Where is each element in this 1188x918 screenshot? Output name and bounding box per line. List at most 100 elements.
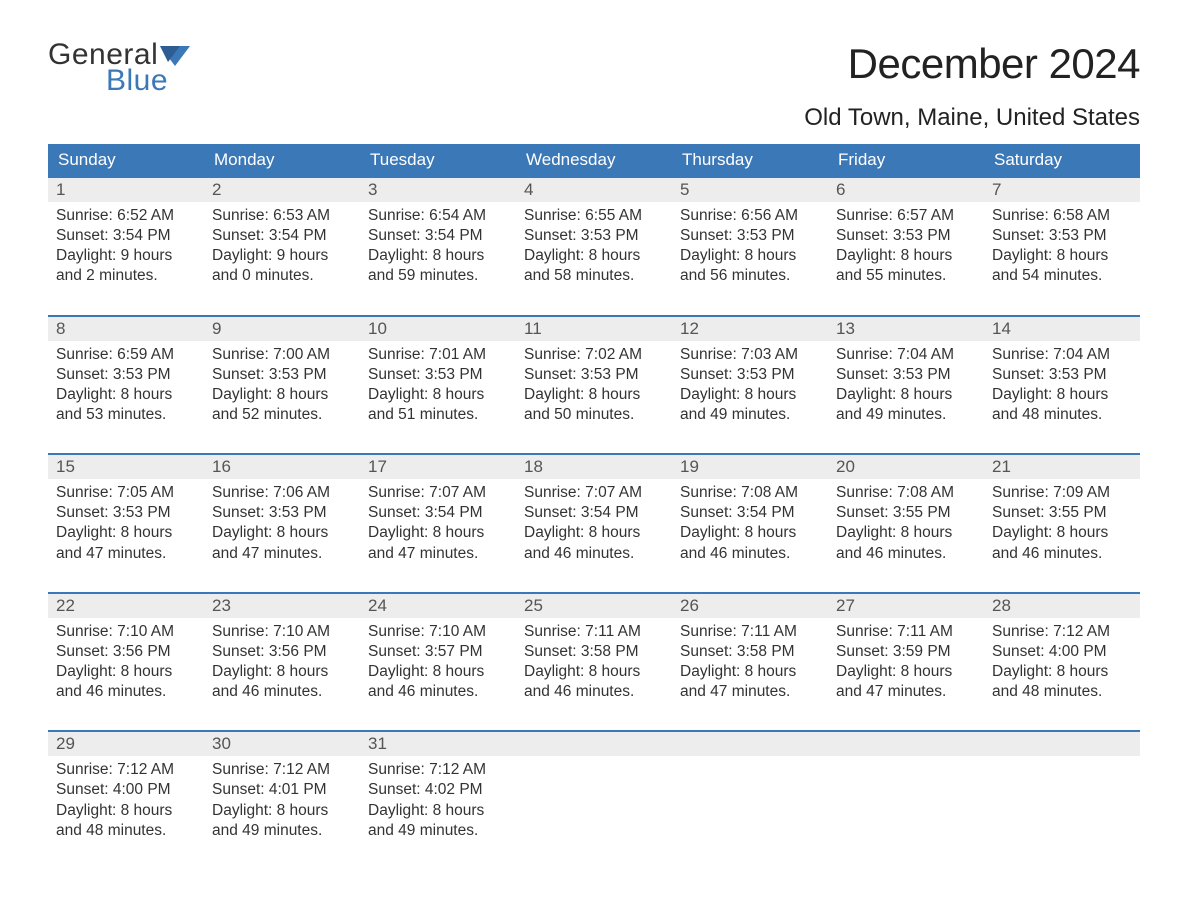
day-number-row: 23 (204, 594, 360, 618)
day-number: 8 (56, 319, 65, 338)
weekday-header: Wednesday (516, 144, 672, 176)
day-cell: 26Sunrise: 7:11 AMSunset: 3:58 PMDayligh… (672, 594, 828, 707)
day-number-row: 10 (360, 317, 516, 341)
day-body: Sunrise: 7:04 AMSunset: 3:53 PMDaylight:… (828, 341, 984, 430)
daylight-text: Daylight: 8 hours and 48 minutes. (56, 801, 196, 841)
sunset-text: Sunset: 3:56 PM (212, 642, 352, 662)
location-text: Old Town, Maine, United States (804, 104, 1140, 132)
day-number-row: 19 (672, 455, 828, 479)
day-number-row (672, 732, 828, 756)
month-title: December 2024 (804, 40, 1140, 88)
day-number: 5 (680, 180, 689, 199)
day-body: Sunrise: 6:59 AMSunset: 3:53 PMDaylight:… (48, 341, 204, 430)
day-number: 9 (212, 319, 221, 338)
weekday-header-row: SundayMondayTuesdayWednesdayThursdayFrid… (48, 144, 1140, 176)
sunset-text: Sunset: 3:54 PM (368, 503, 508, 523)
day-number-row: 27 (828, 594, 984, 618)
sunrise-text: Sunrise: 6:57 AM (836, 206, 976, 226)
day-body: Sunrise: 6:58 AMSunset: 3:53 PMDaylight:… (984, 202, 1140, 291)
sunrise-text: Sunrise: 6:59 AM (56, 345, 196, 365)
day-number: 1 (56, 180, 65, 199)
day-body: Sunrise: 7:07 AMSunset: 3:54 PMDaylight:… (516, 479, 672, 568)
sunrise-text: Sunrise: 7:12 AM (212, 760, 352, 780)
logo-text-bottom: Blue (106, 66, 190, 96)
day-number-row: 12 (672, 317, 828, 341)
day-body: Sunrise: 7:01 AMSunset: 3:53 PMDaylight:… (360, 341, 516, 430)
day-number: 13 (836, 319, 855, 338)
day-number: 11 (524, 319, 542, 338)
sunrise-text: Sunrise: 7:06 AM (212, 483, 352, 503)
sunrise-text: Sunrise: 7:07 AM (524, 483, 664, 503)
day-number-row: 11 (516, 317, 672, 341)
calendar: SundayMondayTuesdayWednesdayThursdayFrid… (48, 144, 1140, 845)
daylight-text: Daylight: 8 hours and 46 minutes. (368, 662, 508, 702)
sunset-text: Sunset: 3:53 PM (992, 365, 1132, 385)
daylight-text: Daylight: 8 hours and 46 minutes. (56, 662, 196, 702)
daylight-text: Daylight: 8 hours and 49 minutes. (836, 385, 976, 425)
sunrise-text: Sunrise: 6:58 AM (992, 206, 1132, 226)
day-number: 24 (368, 596, 387, 615)
day-body: Sunrise: 7:02 AMSunset: 3:53 PMDaylight:… (516, 341, 672, 430)
day-number-row: 17 (360, 455, 516, 479)
sunrise-text: Sunrise: 7:00 AM (212, 345, 352, 365)
sunset-text: Sunset: 3:53 PM (56, 503, 196, 523)
day-body: Sunrise: 7:09 AMSunset: 3:55 PMDaylight:… (984, 479, 1140, 568)
day-number-row: 15 (48, 455, 204, 479)
sunrise-text: Sunrise: 6:56 AM (680, 206, 820, 226)
day-number-row: 22 (48, 594, 204, 618)
week-row: 15Sunrise: 7:05 AMSunset: 3:53 PMDayligh… (48, 453, 1140, 568)
daylight-text: Daylight: 8 hours and 53 minutes. (56, 385, 196, 425)
day-cell: 1Sunrise: 6:52 AMSunset: 3:54 PMDaylight… (48, 178, 204, 291)
day-number-row (516, 732, 672, 756)
day-number-row: 9 (204, 317, 360, 341)
day-number-row: 5 (672, 178, 828, 202)
empty-day-cell (672, 732, 828, 845)
sunrise-text: Sunrise: 7:10 AM (212, 622, 352, 642)
day-number: 23 (212, 596, 231, 615)
daylight-text: Daylight: 8 hours and 49 minutes. (680, 385, 820, 425)
day-number-row: 25 (516, 594, 672, 618)
day-cell: 17Sunrise: 7:07 AMSunset: 3:54 PMDayligh… (360, 455, 516, 568)
day-cell: 2Sunrise: 6:53 AMSunset: 3:54 PMDaylight… (204, 178, 360, 291)
daylight-text: Daylight: 8 hours and 56 minutes. (680, 246, 820, 286)
sunset-text: Sunset: 3:59 PM (836, 642, 976, 662)
daylight-text: Daylight: 8 hours and 47 minutes. (212, 523, 352, 563)
day-body: Sunrise: 7:12 AMSunset: 4:00 PMDaylight:… (984, 618, 1140, 707)
sunrise-text: Sunrise: 7:08 AM (680, 483, 820, 503)
daylight-text: Daylight: 8 hours and 46 minutes. (836, 523, 976, 563)
day-cell: 20Sunrise: 7:08 AMSunset: 3:55 PMDayligh… (828, 455, 984, 568)
day-number: 27 (836, 596, 855, 615)
sunset-text: Sunset: 3:53 PM (212, 503, 352, 523)
day-number-row: 30 (204, 732, 360, 756)
week-row: 8Sunrise: 6:59 AMSunset: 3:53 PMDaylight… (48, 315, 1140, 430)
day-number-row: 29 (48, 732, 204, 756)
day-number-row: 28 (984, 594, 1140, 618)
day-cell: 8 Sunrise: 6:59 AMSunset: 3:53 PMDaylight… (48, 317, 204, 430)
day-number-row: 2 (204, 178, 360, 202)
day-number: 6 (836, 180, 845, 199)
day-number: 28 (992, 596, 1011, 615)
day-number-row: 14 (984, 317, 1140, 341)
sunset-text: Sunset: 3:53 PM (680, 226, 820, 246)
day-cell: 5 Sunrise: 6:56 AMSunset: 3:53 PMDaylight… (672, 178, 828, 291)
sunset-text: Sunset: 3:55 PM (992, 503, 1132, 523)
logo: General Blue (48, 40, 190, 96)
day-cell: 10 Sunrise: 7:01 AMSunset: 3:53 PMDayligh… (360, 317, 516, 430)
sunrise-text: Sunrise: 6:54 AM (368, 206, 508, 226)
day-number: 30 (212, 734, 231, 753)
day-number: 21 (992, 457, 1011, 476)
day-body: Sunrise: 6:57 AMSunset: 3:53 PMDaylight:… (828, 202, 984, 291)
day-number-row: 3 (360, 178, 516, 202)
sunset-text: Sunset: 3:54 PM (368, 226, 508, 246)
day-number-row: 6 (828, 178, 984, 202)
sunset-text: Sunset: 3:53 PM (524, 226, 664, 246)
sunset-text: Sunset: 3:56 PM (56, 642, 196, 662)
daylight-text: Daylight: 8 hours and 47 minutes. (368, 523, 508, 563)
week-row: 29Sunrise: 7:12 AMSunset: 4:00 PMDayligh… (48, 730, 1140, 845)
day-cell: 4Sunrise: 6:55 AMSunset: 3:53 PMDaylight… (516, 178, 672, 291)
day-body: Sunrise: 6:53 AMSunset: 3:54 PMDaylight:… (204, 202, 360, 291)
sunrise-text: Sunrise: 7:12 AM (368, 760, 508, 780)
week-row: 22Sunrise: 7:10 AMSunset: 3:56 PMDayligh… (48, 592, 1140, 707)
day-body: Sunrise: 7:10 AMSunset: 3:57 PMDaylight:… (360, 618, 516, 707)
day-number: 10 (368, 319, 387, 338)
